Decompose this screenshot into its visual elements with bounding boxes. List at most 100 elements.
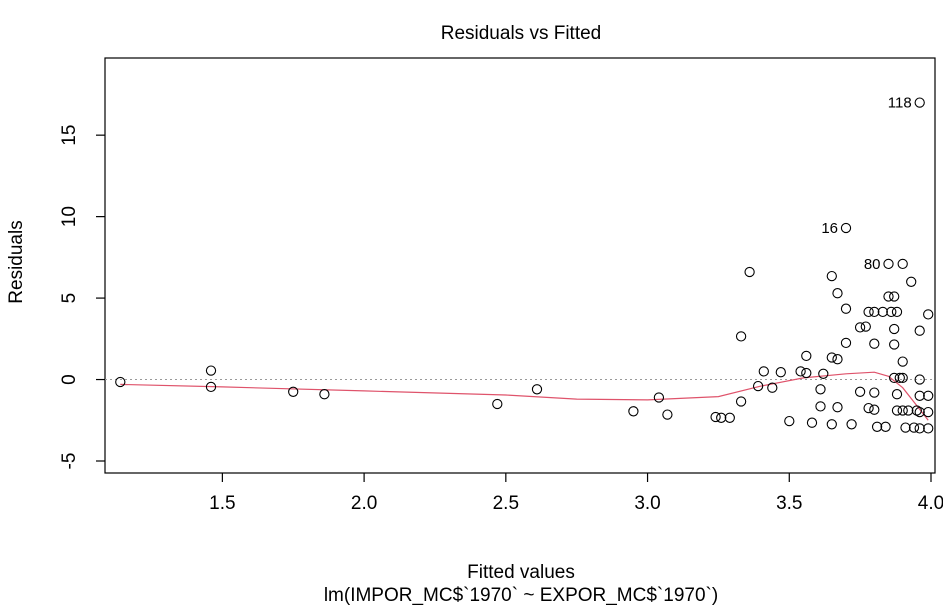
data-point	[923, 423, 934, 434]
data-point	[854, 322, 866, 333]
data-point	[914, 374, 925, 385]
x-tick-label: 3.5	[776, 493, 802, 514]
data-point	[205, 381, 217, 393]
data-point	[891, 405, 903, 416]
x-tick-label: 3.0	[634, 493, 660, 514]
data-point	[891, 389, 903, 400]
loess-smooth-line	[120, 371, 929, 421]
data-point	[863, 306, 874, 318]
data-point	[869, 387, 880, 398]
data-point	[880, 421, 891, 432]
data-point	[826, 352, 837, 363]
x-tick-label: 2.5	[493, 493, 519, 514]
data-point	[914, 406, 925, 418]
y-tick-label: 10	[59, 206, 80, 227]
data-point	[891, 306, 903, 318]
x-axis: 1.5 2.0 2.5 3.0 3.5 4.0	[209, 473, 943, 514]
point-labels-layer: 118 16 80	[821, 95, 911, 273]
data-point	[914, 390, 925, 401]
y-tick-label: 15	[59, 125, 80, 146]
data-point	[724, 412, 735, 423]
model-formula-subtitle: lm(IMPOR_MC$`1970` ~ EXPOR_MC$`1970`)	[324, 585, 718, 606]
data-point	[903, 405, 914, 416]
data-point	[923, 406, 934, 418]
data-point	[832, 354, 843, 365]
data-point	[795, 366, 806, 377]
data-point	[806, 417, 818, 428]
data-point	[716, 412, 727, 423]
data-point	[815, 384, 826, 395]
data-point	[894, 372, 905, 384]
data-point	[923, 390, 934, 401]
x-tick-label: 4.0	[918, 493, 943, 514]
data-point	[860, 321, 871, 332]
data-point	[826, 270, 837, 282]
data-point	[115, 376, 126, 388]
y-tick-label: 0	[59, 374, 80, 385]
data-point	[319, 389, 330, 400]
data-point	[818, 368, 829, 379]
chart-title: Residuals vs Fitted	[441, 23, 602, 44]
data-point	[531, 384, 543, 395]
data-point	[897, 372, 908, 384]
data-point	[889, 339, 900, 350]
data-point	[886, 306, 897, 318]
data-point	[889, 372, 900, 384]
data-point	[914, 97, 925, 108]
data-point	[801, 367, 812, 379]
data-point	[897, 258, 908, 270]
data-point	[710, 411, 721, 423]
data-point	[914, 423, 925, 434]
data-point	[840, 337, 852, 349]
x-tick-label: 2.0	[351, 493, 377, 514]
point-label: 80	[864, 256, 881, 273]
data-point	[662, 409, 673, 420]
data-point	[840, 303, 852, 314]
x-axis-label: Fitted values	[467, 562, 575, 583]
y-tick-label: 5	[59, 293, 80, 304]
data-point	[288, 386, 299, 397]
data-point	[871, 421, 883, 432]
data-point	[869, 306, 880, 318]
y-tick-label: -5	[59, 453, 80, 470]
points-layer	[115, 97, 934, 434]
data-point	[883, 258, 894, 270]
data-point	[846, 419, 857, 430]
smooth-line-layer	[120, 371, 929, 421]
data-point	[784, 415, 795, 427]
data-point	[889, 291, 900, 302]
data-point	[832, 288, 843, 299]
data-point	[628, 406, 639, 417]
data-point	[815, 401, 826, 412]
data-point	[832, 402, 843, 413]
data-point	[911, 405, 922, 416]
data-point	[801, 350, 812, 362]
data-point	[897, 405, 908, 416]
data-point	[900, 422, 911, 433]
data-point	[826, 419, 837, 430]
data-point	[653, 392, 665, 403]
data-point	[863, 402, 874, 414]
data-point	[840, 222, 852, 234]
data-point	[883, 291, 894, 302]
data-point	[906, 276, 917, 287]
point-label: 16	[821, 220, 838, 237]
data-point	[869, 404, 880, 415]
data-point	[744, 266, 755, 278]
data-point	[775, 367, 786, 378]
data-point	[877, 306, 888, 318]
data-point	[897, 356, 908, 367]
point-label: 118	[888, 95, 912, 112]
data-point	[492, 398, 503, 410]
data-point	[908, 422, 920, 433]
data-point	[854, 386, 866, 397]
data-point	[205, 365, 217, 376]
x-tick-label: 1.5	[209, 493, 235, 514]
data-point	[923, 309, 934, 320]
data-point	[869, 338, 880, 349]
data-point	[752, 380, 764, 392]
y-axis-label: Residuals	[6, 220, 27, 303]
data-point	[735, 331, 747, 342]
